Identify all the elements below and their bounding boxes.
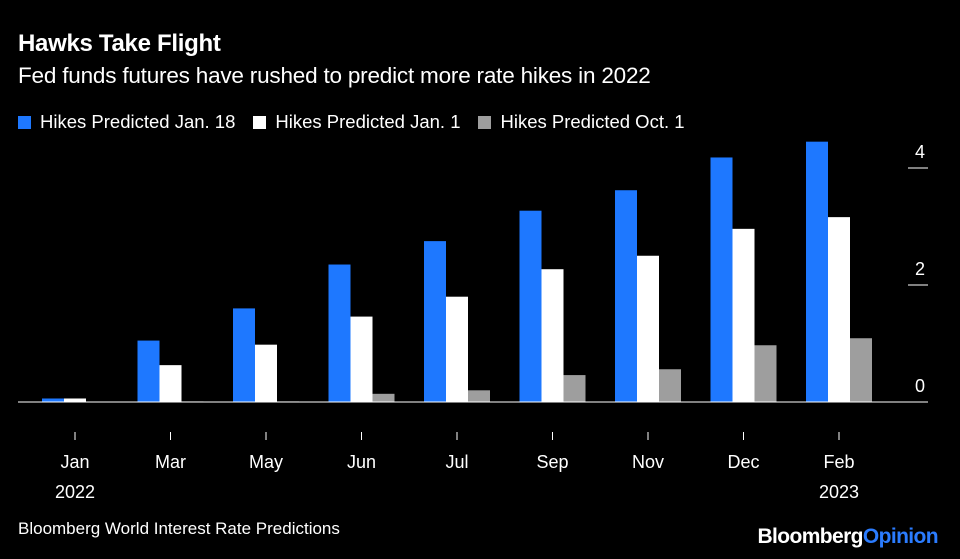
x-tick-label: Sep [536,452,568,472]
bar [350,316,373,402]
x-tick-label: May [249,452,283,472]
bar [519,210,542,402]
legend-label-jan18: Hikes Predicted Jan. 18 [40,111,236,132]
legend-label-oct1: Hikes Predicted Oct. 1 [500,111,685,132]
bar [754,345,777,402]
y-tick-label: 4 [915,142,925,162]
legend: Hikes Predicted Jan. 18 Hikes Predicted … [18,111,703,133]
legend-label-jan1: Hikes Predicted Jan. 1 [275,111,461,132]
legend-swatch-jan1 [253,115,267,129]
bar [42,398,64,402]
bar [615,190,637,402]
bloomberg-opinion-logo: BloombergOpinion [757,525,938,548]
bar [137,340,160,402]
bar [732,228,755,402]
x-tick-label: Nov [632,452,664,472]
y-tick-label: 2 [915,259,925,279]
bar [64,398,86,402]
chart-title: Hawks Take Flight [18,30,221,57]
chart-subtitle: Fed funds futures have rushed to predict… [18,63,651,88]
legend-item-oct1: Hikes Predicted Oct. 1 [478,111,685,133]
bar [424,241,446,402]
legend-item-jan18: Hikes Predicted Jan. 18 [18,111,235,133]
x-tick-label: Dec [727,452,759,472]
bar [828,217,850,402]
x-tick-label: Feb [823,452,854,472]
bar [541,269,564,402]
bar [233,308,255,402]
bar [159,365,182,402]
source-note: Bloomberg World Interest Rate Prediction… [18,519,340,538]
legend-swatch-jan18 [18,115,31,129]
bar [710,157,733,402]
bar [446,296,468,402]
x-tick-label: Jul [445,452,468,472]
x-tick-label: Jun [347,452,376,472]
bar [255,344,277,402]
bar [659,369,681,402]
legend-swatch-oct1 [478,115,492,129]
x-tick-label: Mar [155,452,186,472]
bar [563,375,586,402]
bar [637,255,659,402]
x-tick-label: Jan [60,452,89,472]
legend-item-jan1: Hikes Predicted Jan. 1 [253,111,460,133]
bar [328,264,351,402]
bar [372,393,395,402]
x-tick-sublabel: 2023 [819,482,859,502]
bar [850,338,872,402]
bar [468,390,490,402]
bar [806,141,828,403]
y-tick-label: 0 [915,376,925,396]
x-tick-sublabel: 2022 [55,482,95,502]
